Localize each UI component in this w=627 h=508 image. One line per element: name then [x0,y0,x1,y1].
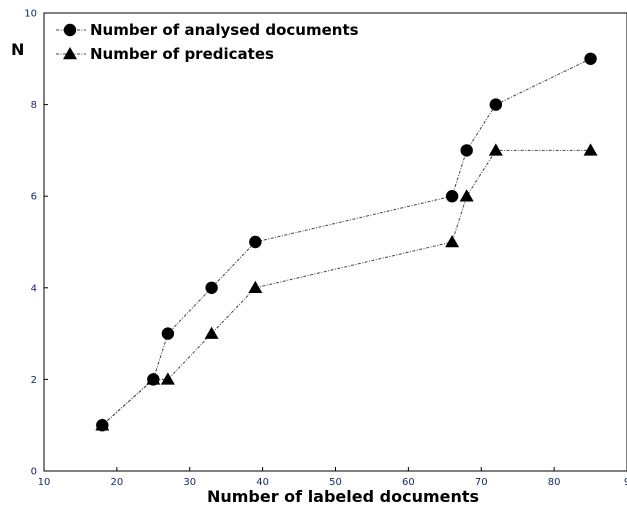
x-tick-label: 60 [402,477,415,488]
series-layer [95,52,598,432]
y-tick-label: 4 [31,283,37,294]
x-tick-label: 9 [624,477,627,488]
y-axis-title: N [11,40,24,59]
legend-label: Number of predicates [90,45,274,63]
data-point-circle [161,327,175,340]
data-point-triangle [583,143,598,156]
plot-area [43,12,627,472]
series-predicates [95,143,598,431]
data-point-triangle [248,280,263,294]
data-point-circle [489,98,503,111]
legend-circle-marker [63,23,77,37]
x-tick-label: 20 [111,477,124,488]
data-point-circle [249,235,262,249]
legend-item: Number of predicates [56,45,274,63]
legend-label: Number of analysed documents [90,21,359,39]
x-tick-label: 80 [548,477,561,488]
y-tick-label: 0 [31,467,37,478]
data-point-circle [584,52,597,65]
data-point-triangle [95,418,110,431]
x-tick-label: 70 [475,477,488,488]
y-tick-label: 2 [31,375,37,386]
data-point-triangle [146,372,161,385]
data-point-circle [460,144,473,157]
x-tick-label: 50 [329,477,342,488]
data-point-triangle [445,235,460,248]
data-point-triangle [488,143,503,156]
x-tick-label: 40 [256,477,269,488]
axis-ticks: 102030405060708090246810 [24,9,627,488]
x-tick-label: 10 [38,477,51,488]
data-point-circle [205,281,218,294]
legend-item: Number of analysed documents [56,21,359,39]
x-axis-title: Number of labeled documents [207,487,479,506]
data-point-triangle [160,372,175,385]
y-tick-label: 8 [31,100,37,111]
legend: Number of analysed documents Number of pr… [56,21,359,63]
data-point-circle [445,190,459,203]
data-point-triangle [459,189,474,202]
data-point-triangle [204,326,219,339]
x-tick-label: 30 [183,477,196,488]
legend-triangle-marker [63,47,77,60]
y-tick-label: 6 [31,192,37,203]
y-tick-label: 10 [24,9,37,20]
